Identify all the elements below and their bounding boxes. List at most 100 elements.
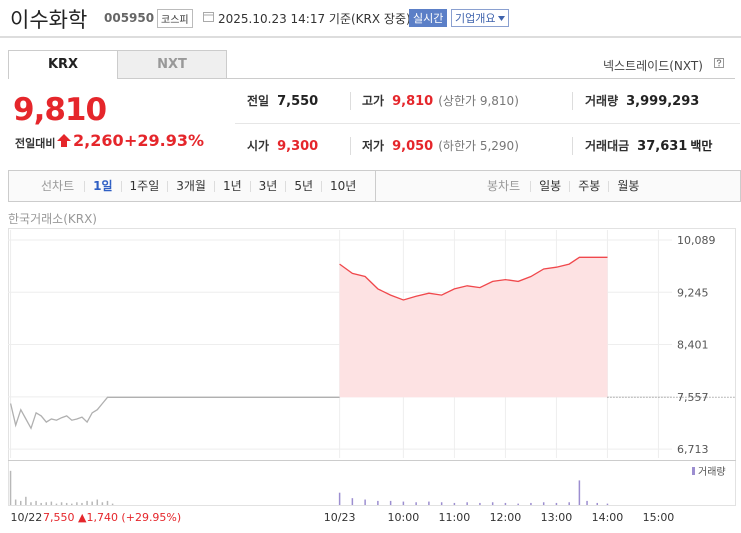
- tab-nxt[interactable]: NXT: [117, 50, 227, 79]
- stat-label: 시가: [247, 139, 270, 153]
- volume-bar: [440, 502, 443, 505]
- legend-label: 거래량: [698, 466, 726, 478]
- period-button[interactable]: 10년: [321, 180, 364, 192]
- candle-chart-label: 봉차트: [487, 178, 521, 193]
- stat-volume: 거래량 3,999,293: [585, 92, 699, 109]
- stat-value: 9,050: [392, 139, 434, 154]
- volume-bar: [466, 502, 468, 505]
- x-tick-label: 14:00: [592, 511, 624, 524]
- volume-bar: [389, 500, 392, 505]
- exchange-label: 한국거래소(KRX): [8, 212, 97, 226]
- stat-amount: 거래대금 37,631 백만: [585, 137, 712, 154]
- stat-high: 고가 9,810 (상한가 9,810): [362, 92, 519, 109]
- stat-low: 저가 9,050 (하한가 5,290): [362, 137, 519, 154]
- up-icon: [57, 134, 71, 147]
- line-periods: 선차트 1일 1주일 3개월 1년 3년 5년 10년: [33, 171, 364, 201]
- stat-value: 3,999,293: [626, 94, 700, 109]
- volume-bar: [55, 503, 58, 505]
- stat-open: 시가 9,300: [247, 137, 318, 154]
- volume-bar: [81, 502, 83, 505]
- volume-bar: [91, 501, 93, 505]
- volume-bar: [542, 502, 545, 505]
- candle-periods: 봉차트 일봉 주봉 월봉: [479, 171, 647, 201]
- help-icon[interactable]: [714, 58, 724, 68]
- volume-bar: [60, 502, 63, 505]
- chart-frame: [8, 228, 736, 506]
- volume-bar: [111, 503, 114, 505]
- volume-bar: [586, 500, 588, 505]
- volume-bar: [76, 502, 78, 505]
- volume-bar: [30, 502, 32, 505]
- y-tick-label: 6,713: [677, 443, 709, 456]
- change-label: 전일대비: [15, 137, 56, 150]
- volume-bar: [402, 501, 405, 505]
- company-info-button[interactable]: 기업개요: [451, 9, 510, 27]
- volume-bar: [96, 499, 99, 505]
- volume-bar: [65, 502, 68, 505]
- separator: [350, 137, 351, 155]
- stat-value: 37,631: [637, 139, 688, 154]
- volume-bar: [338, 492, 341, 505]
- y-tick-label: 10,089: [677, 234, 716, 247]
- stat-value: 9,810: [392, 94, 434, 109]
- nxt-link[interactable]: 넥스트레이드(NXT): [603, 59, 703, 73]
- period-button[interactable]: 5년: [285, 180, 321, 192]
- tab-krx[interactable]: KRX: [8, 50, 118, 79]
- y-tick-label: 7,557: [677, 391, 709, 404]
- volume-bar: [14, 499, 17, 505]
- period-button[interactable]: 1주일: [120, 180, 168, 192]
- price-line: [339, 256, 608, 301]
- stat-label: 저가: [362, 139, 385, 153]
- x-tick-label: 11:00: [439, 511, 471, 524]
- candle-button[interactable]: 월봉: [608, 180, 647, 192]
- line-chart-label: 선차트: [41, 178, 75, 193]
- x-tick-label: 10:00: [388, 511, 420, 524]
- stats-divider: [235, 123, 740, 124]
- stat-value: 9,300: [277, 139, 319, 154]
- x-tick-label: 13:00: [541, 511, 573, 524]
- volume-bar: [101, 502, 104, 505]
- realtime-badge[interactable]: 실시간: [409, 9, 448, 27]
- stat-limit: (하한가 5,290): [438, 139, 519, 153]
- market-badge: 코스피: [157, 9, 193, 28]
- volume-bar: [377, 500, 379, 505]
- volume-bar: [453, 502, 456, 505]
- separator: [572, 92, 573, 110]
- stat-label: 거래대금: [585, 139, 630, 153]
- volume-bar: [40, 502, 42, 505]
- stat-label: 전일: [247, 94, 270, 108]
- volume-bar: [20, 500, 22, 505]
- period-button[interactable]: 3년: [249, 180, 286, 192]
- tab-line: [226, 78, 735, 79]
- stat-value: 7,550: [277, 94, 319, 109]
- volume-bar: [568, 502, 570, 505]
- volume-bar: [35, 500, 37, 505]
- period-button[interactable]: 3개월: [167, 180, 214, 192]
- candle-button[interactable]: 일봉: [530, 180, 569, 192]
- period-button[interactable]: 1년: [213, 180, 250, 192]
- stat-label: 거래량: [585, 94, 619, 108]
- period-button[interactable]: 1일: [84, 180, 120, 192]
- volume-bar: [364, 499, 366, 505]
- prev-day-summary: 7,550 ▲1,740 (+29.95%): [43, 511, 181, 524]
- candle-button[interactable]: 주봉: [569, 180, 608, 192]
- chart-controls: 선차트 1일 1주일 3개월 1년 3년 5년 10년 봉차트 일봉 주봉 월봉: [8, 170, 741, 202]
- volume-bar: [530, 502, 532, 505]
- stat-label: 고가: [362, 94, 385, 108]
- volume-bar: [25, 496, 27, 505]
- price-line: [9, 396, 340, 430]
- change-rate: +29.93%: [124, 131, 205, 150]
- x-tick-label: 10/23: [324, 511, 356, 524]
- area: [339, 257, 608, 398]
- volume-bar: [504, 502, 507, 505]
- stat-limit: (상한가 9,810): [438, 94, 519, 108]
- x-tick-label: 10/22: [11, 511, 43, 524]
- x-tick-label: 15:00: [643, 511, 675, 524]
- separator: [350, 92, 351, 110]
- stock-name: 이수화학: [10, 8, 88, 32]
- x-tick-label: 12:00: [490, 511, 522, 524]
- stat-prev-close: 전일 7,550: [247, 92, 318, 109]
- legend: 거래량: [692, 466, 726, 478]
- volume-bar: [596, 502, 599, 505]
- stock-code: 005950: [104, 11, 155, 25]
